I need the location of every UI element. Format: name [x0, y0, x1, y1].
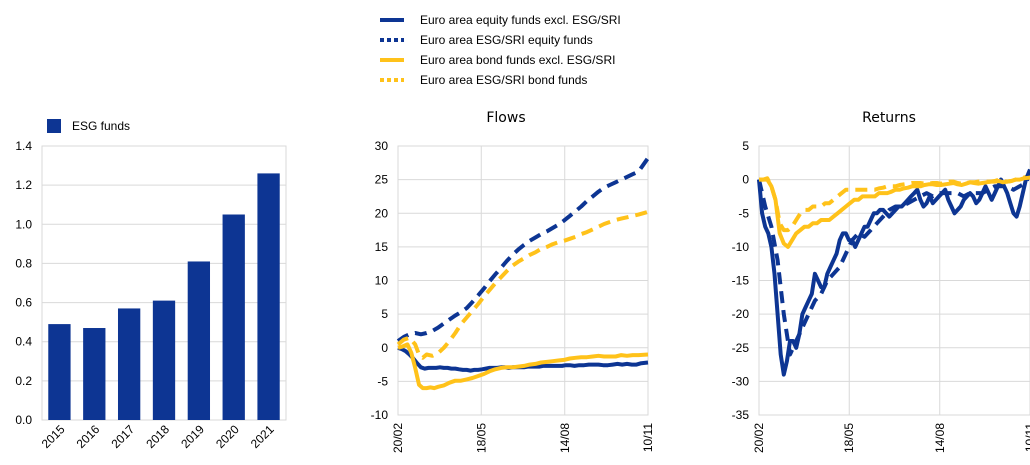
y-tick-label: 1.2	[15, 178, 32, 192]
y-tick-label: 30	[375, 139, 389, 153]
y-tick-label: -10	[371, 408, 389, 422]
y-tick-label: 0.8	[15, 256, 32, 270]
flows-line-chart: Flows -10 -5 0 5 10 15 20 25 30 20/02 18/05 14/08 10/…	[371, 110, 655, 453]
y-tick-label: -20	[732, 307, 750, 321]
series-line	[396, 156, 650, 343]
plot-frame	[758, 145, 1030, 416]
bar	[187, 261, 211, 420]
y-tick-label: 1.4	[15, 139, 32, 153]
x-tick-label: 10/11	[1023, 423, 1030, 452]
y-tick-label: -30	[732, 374, 750, 388]
legend-label: ESG funds	[72, 119, 130, 133]
x-tick-label: 18/05	[474, 423, 488, 453]
bar	[257, 173, 280, 420]
y-tick-label: 1.0	[15, 217, 32, 231]
y-tick-label: -10	[732, 240, 750, 254]
legend-label: Euro area ESG/SRI equity funds	[420, 33, 593, 47]
x-tick-label: 14/08	[558, 423, 572, 453]
top-legend: Euro area equity funds excl. ESG/SRI Euro…	[380, 13, 621, 87]
y-tick-label: -25	[732, 341, 750, 355]
y-tick-label: 0.0	[15, 413, 32, 427]
x-tick-label: 18/05	[842, 423, 856, 453]
legend-swatch	[47, 119, 61, 133]
legend-label: Euro area equity funds excl. ESG/SRI	[420, 13, 621, 27]
series-line	[757, 168, 1030, 377]
x-tick-label: 14/08	[933, 423, 947, 453]
bar	[117, 308, 141, 420]
series-line	[397, 342, 649, 391]
y-tick-label: 0	[381, 341, 388, 355]
y-tick-label: -5	[738, 206, 749, 220]
series-line	[759, 173, 1030, 233]
y-tick-label: 10	[375, 274, 389, 288]
chart-title: Returns	[862, 110, 916, 126]
x-tick-label: 2016	[74, 422, 103, 451]
x-tick-label: 20/02	[752, 423, 766, 453]
y-tick-label: 5	[381, 307, 388, 321]
y-tick-label: -35	[732, 408, 750, 422]
x-tick-label: 2019	[178, 422, 207, 451]
y-tick-label: 0.4	[15, 335, 32, 349]
chart-title: Flows	[486, 110, 525, 126]
bar	[48, 324, 71, 420]
legend-label: Euro area ESG/SRI bond funds	[420, 73, 587, 87]
legend-label: Euro area bond funds excl. ESG/SRI	[420, 53, 615, 67]
x-tick-label: 2021	[248, 422, 277, 451]
y-tick-label: 25	[375, 173, 389, 187]
x-tick-label: 20/02	[391, 423, 405, 453]
returns-line-chart: Returns -35 -30 -25 -20 -15 -10 -5 0 5 20/02 18/05 1…	[732, 110, 1030, 453]
y-tick-label: 0.2	[15, 374, 32, 388]
bar	[83, 328, 106, 420]
y-tick-label: 20	[375, 206, 389, 220]
series-line	[759, 175, 1030, 249]
y-tick-label: 0.6	[15, 296, 32, 310]
x-tick-label: 2020	[213, 422, 242, 451]
plot-frame	[397, 145, 649, 416]
series-line	[396, 209, 649, 360]
y-tick-label: -15	[732, 274, 750, 288]
y-tick-label: -5	[377, 374, 388, 388]
x-tick-label: 10/11	[641, 423, 655, 452]
bar	[222, 214, 245, 420]
x-tick-label: 2017	[108, 422, 137, 451]
bar	[152, 300, 176, 420]
esg-funds-bar-chart: 0.0 0.2 0.4 0.6 0.8 1.0 1.2 1.4 2015 2016 2017 2018…	[15, 119, 287, 451]
x-tick-label: 2015	[39, 422, 68, 451]
y-tick-label: 0	[742, 173, 749, 187]
y-tick-label: 5	[742, 139, 749, 153]
x-tick-label: 2018	[143, 422, 172, 451]
y-tick-label: 15	[375, 240, 389, 254]
